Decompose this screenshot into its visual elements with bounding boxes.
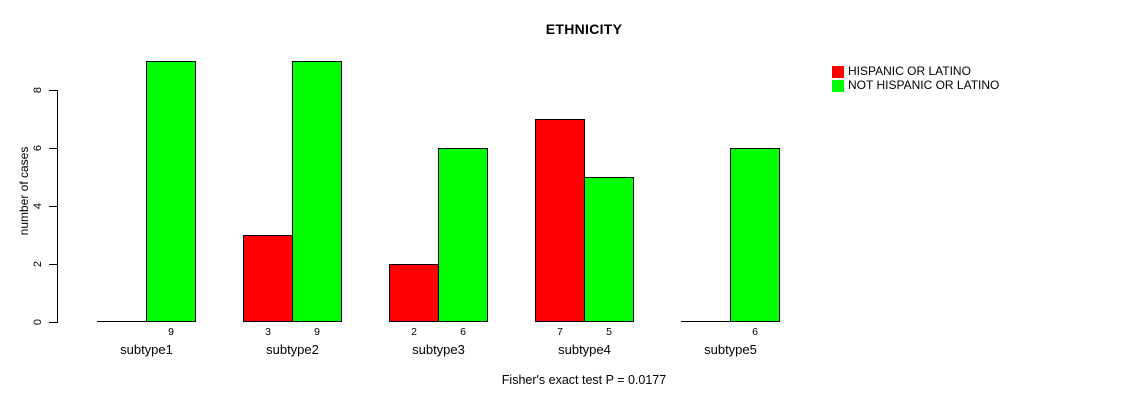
- bar-value-label: 6: [460, 326, 466, 338]
- bar-value-label: 5: [606, 326, 612, 338]
- chart-title: ETHNICITY: [545, 21, 623, 37]
- caption: Fisher's exact test P = 0.0177: [501, 373, 667, 387]
- bar-not-hispanic-or-latino-subtype4: [584, 177, 634, 322]
- y-axis-tick: [49, 206, 57, 207]
- bar-not-hispanic-or-latino-subtype1: [146, 61, 196, 322]
- bar-not-hispanic-or-latino-subtype2: [292, 61, 342, 322]
- legend-item: NOT HISPANIC OR LATINO: [832, 79, 999, 92]
- x-axis-category-label: subtype2: [266, 342, 319, 357]
- legend-swatch-icon: [832, 79, 844, 92]
- legend-item: HISPANIC OR LATINO: [832, 65, 971, 78]
- x-axis-category-label: subtype3: [412, 342, 465, 357]
- bar-value-label: 9: [168, 326, 174, 338]
- bar-value-label: 6: [752, 326, 758, 338]
- y-axis-line: [57, 90, 58, 323]
- y-axis-tick-label: 8: [32, 86, 44, 94]
- x-axis-category-label: subtype5: [704, 342, 757, 357]
- y-axis-tick: [49, 148, 57, 149]
- y-axis-tick: [49, 90, 57, 91]
- bar-hispanic-or-latino-subtype4: [535, 119, 585, 322]
- bar-value-label: 3: [265, 326, 271, 338]
- y-axis-tick-label: 0: [32, 318, 44, 326]
- y-axis-tick-label: 4: [32, 202, 44, 210]
- x-axis-category-label: subtype4: [558, 342, 611, 357]
- bar-value-label: 7: [557, 326, 563, 338]
- y-axis-label: number of cases: [17, 146, 31, 236]
- y-axis-tick-label: 2: [32, 260, 44, 268]
- legend-swatch-icon: [832, 65, 844, 78]
- bar-value-label: 2: [411, 326, 417, 338]
- y-axis-tick: [49, 322, 57, 323]
- bar-value-label: 9: [314, 326, 320, 338]
- legend-item-label: HISPANIC OR LATINO: [848, 64, 971, 78]
- bar-hispanic-or-latino-subtype3: [389, 264, 439, 322]
- bar-not-hispanic-or-latino-subtype3: [438, 148, 488, 322]
- bar-not-hispanic-or-latino-subtype5: [730, 148, 780, 322]
- x-axis-category-label: subtype1: [120, 342, 173, 357]
- y-axis-tick: [49, 264, 57, 265]
- y-axis-tick-label: 6: [32, 144, 44, 152]
- bar-hispanic-or-latino-subtype5: [681, 321, 731, 322]
- bar-hispanic-or-latino-subtype2: [243, 235, 293, 322]
- bar-hispanic-or-latino-subtype1: [97, 321, 147, 322]
- legend-item-label: NOT HISPANIC OR LATINO: [848, 78, 1000, 92]
